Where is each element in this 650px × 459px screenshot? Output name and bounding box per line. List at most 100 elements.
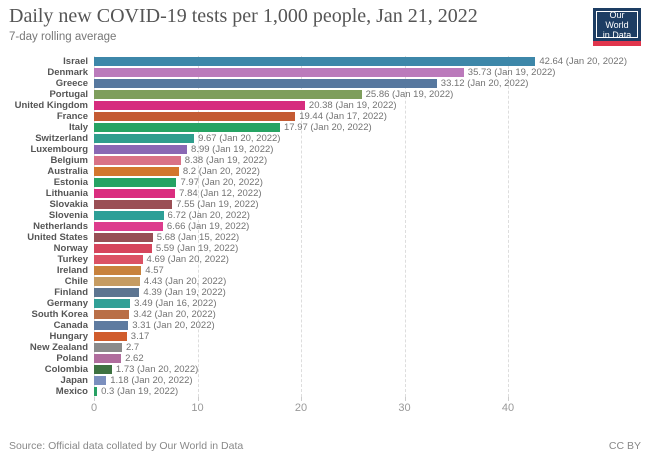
chart-subtitle: 7-day rolling average	[9, 31, 117, 43]
bar[interactable]	[94, 332, 127, 341]
bar[interactable]	[94, 101, 305, 110]
country-label[interactable]: Australia	[47, 166, 88, 177]
gridline	[197, 56, 199, 397]
country-label[interactable]: United States	[27, 232, 88, 243]
gridline	[508, 56, 509, 397]
bar[interactable]	[94, 233, 153, 242]
country-label[interactable]: Israel	[63, 56, 88, 67]
gridline	[404, 56, 406, 397]
bar[interactable]	[94, 222, 163, 231]
country-label[interactable]: Slovenia	[48, 210, 88, 221]
value-label: 7.84 (Jan 12, 2022)	[179, 188, 262, 199]
value-label: 19.44 (Jan 17, 2022)	[299, 111, 387, 122]
bar[interactable]	[94, 255, 143, 264]
bar[interactable]	[94, 189, 176, 198]
value-label: 6.66 (Jan 19, 2022)	[166, 221, 250, 232]
country-label[interactable]: Norway	[53, 243, 88, 254]
country-label[interactable]: Lithuania	[45, 188, 88, 199]
country-label[interactable]: France	[56, 111, 88, 122]
bar[interactable]	[94, 68, 464, 77]
country-label[interactable]: Hungary	[49, 331, 88, 342]
bar[interactable]	[94, 244, 152, 253]
bar[interactable]	[94, 387, 98, 396]
bar-row: Mexico 0.3 (Jan 19, 2022)	[0, 386, 650, 397]
bar[interactable]	[94, 376, 107, 385]
bar[interactable]	[94, 321, 129, 330]
source-note: Source: Official data collated by Our Wo…	[9, 440, 244, 452]
tick-label: 0	[90, 402, 98, 414]
bar-row: Germany 3.49 (Jan 16, 2022)	[0, 298, 650, 309]
country-label[interactable]: Finland	[54, 287, 88, 298]
bar[interactable]	[94, 354, 122, 363]
value-label: 1.18 (Jan 20, 2022)	[110, 375, 193, 386]
bar-row: Denmark 35.73 (Jan 19, 2022)	[0, 67, 650, 78]
bar[interactable]	[94, 156, 181, 165]
bar[interactable]	[94, 90, 362, 99]
country-label[interactable]: Netherlands	[33, 221, 88, 232]
bar-row: Lithuania 7.84 (Jan 12, 2022)	[0, 188, 650, 199]
country-label[interactable]: Japan	[60, 375, 88, 386]
value-label: 2.7	[125, 342, 140, 353]
value-label: 9.67 (Jan 20, 2022)	[198, 133, 281, 144]
country-label[interactable]: Portugal	[49, 89, 88, 100]
country-label[interactable]: Estonia	[53, 177, 88, 188]
country-label[interactable]: Slovakia	[49, 199, 88, 210]
tick-mark	[404, 397, 406, 401]
bar-row: Finland 4.39 (Jan 19, 2022)	[0, 287, 650, 298]
bar-row: Chile 4.43 (Jan 20, 2022)	[0, 276, 650, 287]
bar[interactable]	[94, 343, 122, 352]
country-label[interactable]: Switzerland	[35, 133, 88, 144]
bar-row: Canada 3.31 (Jan 20, 2022)	[0, 320, 650, 331]
country-label[interactable]: Turkey	[57, 254, 88, 265]
country-label[interactable]: Chile	[64, 276, 88, 287]
value-label: 2.62	[125, 353, 144, 364]
bar[interactable]	[94, 299, 131, 308]
country-label[interactable]: Poland	[56, 353, 88, 364]
value-label: 3.49 (Jan 16, 2022)	[134, 298, 217, 309]
country-label[interactable]: New Zealand	[29, 342, 88, 353]
bar[interactable]	[94, 57, 536, 66]
bar-row: New Zealand 2.7	[0, 342, 650, 353]
country-label[interactable]: Colombia	[44, 364, 88, 375]
country-label[interactable]: Canada	[53, 320, 88, 331]
country-label[interactable]: Germany	[46, 298, 88, 309]
bar-row: Israel 42.64 (Jan 20, 2022)	[0, 56, 650, 67]
value-label: 3.42 (Jan 20, 2022)	[133, 309, 216, 320]
country-label[interactable]: Belgium	[50, 155, 88, 166]
bar[interactable]	[94, 134, 195, 143]
bar[interactable]	[94, 266, 142, 275]
country-label[interactable]: Greece	[55, 78, 88, 89]
plot-area: Israel 42.64 (Jan 20, 2022) Denmark 35.73 (…	[0, 56, 650, 397]
bar[interactable]	[94, 178, 177, 187]
bar[interactable]	[94, 145, 188, 154]
value-label: 7.97 (Jan 20, 2022)	[180, 177, 263, 188]
value-label: 33.12 (Jan 20, 2022)	[440, 78, 529, 89]
bar[interactable]	[94, 112, 296, 121]
bar[interactable]	[94, 310, 130, 319]
tick-label: 30	[398, 402, 411, 414]
owid-logo[interactable]: Our World in Data	[593, 8, 641, 46]
bar[interactable]	[94, 365, 112, 374]
country-label[interactable]: South Korea	[31, 309, 88, 320]
bar-row: Estonia 7.97 (Jan 20, 2022)	[0, 177, 650, 188]
country-label[interactable]: Luxembourg	[30, 144, 88, 155]
x-axis: 0 10 20 30 40	[0, 397, 650, 419]
country-label[interactable]: Denmark	[47, 67, 88, 78]
license-note: CC BY	[608, 440, 641, 452]
country-label[interactable]: United Kingdom	[14, 100, 88, 111]
bar[interactable]	[94, 211, 164, 220]
bar-row: Slovenia 6.72 (Jan 20, 2022)	[0, 210, 650, 221]
bar[interactable]	[94, 79, 437, 88]
tick-mark	[508, 397, 509, 401]
bar[interactable]	[94, 288, 140, 297]
country-label[interactable]: Mexico	[55, 386, 88, 397]
value-label: 4.69 (Jan 20, 2022)	[146, 254, 229, 265]
value-label: 42.64 (Jan 20, 2022)	[539, 56, 627, 67]
bar[interactable]	[94, 200, 173, 209]
country-label[interactable]: Ireland	[56, 265, 88, 276]
country-label[interactable]: Italy	[68, 122, 88, 133]
bar[interactable]	[94, 167, 179, 176]
bar[interactable]	[94, 123, 280, 132]
bar-row: United States 5.68 (Jan 15, 2022)	[0, 232, 650, 243]
bar[interactable]	[94, 277, 140, 286]
